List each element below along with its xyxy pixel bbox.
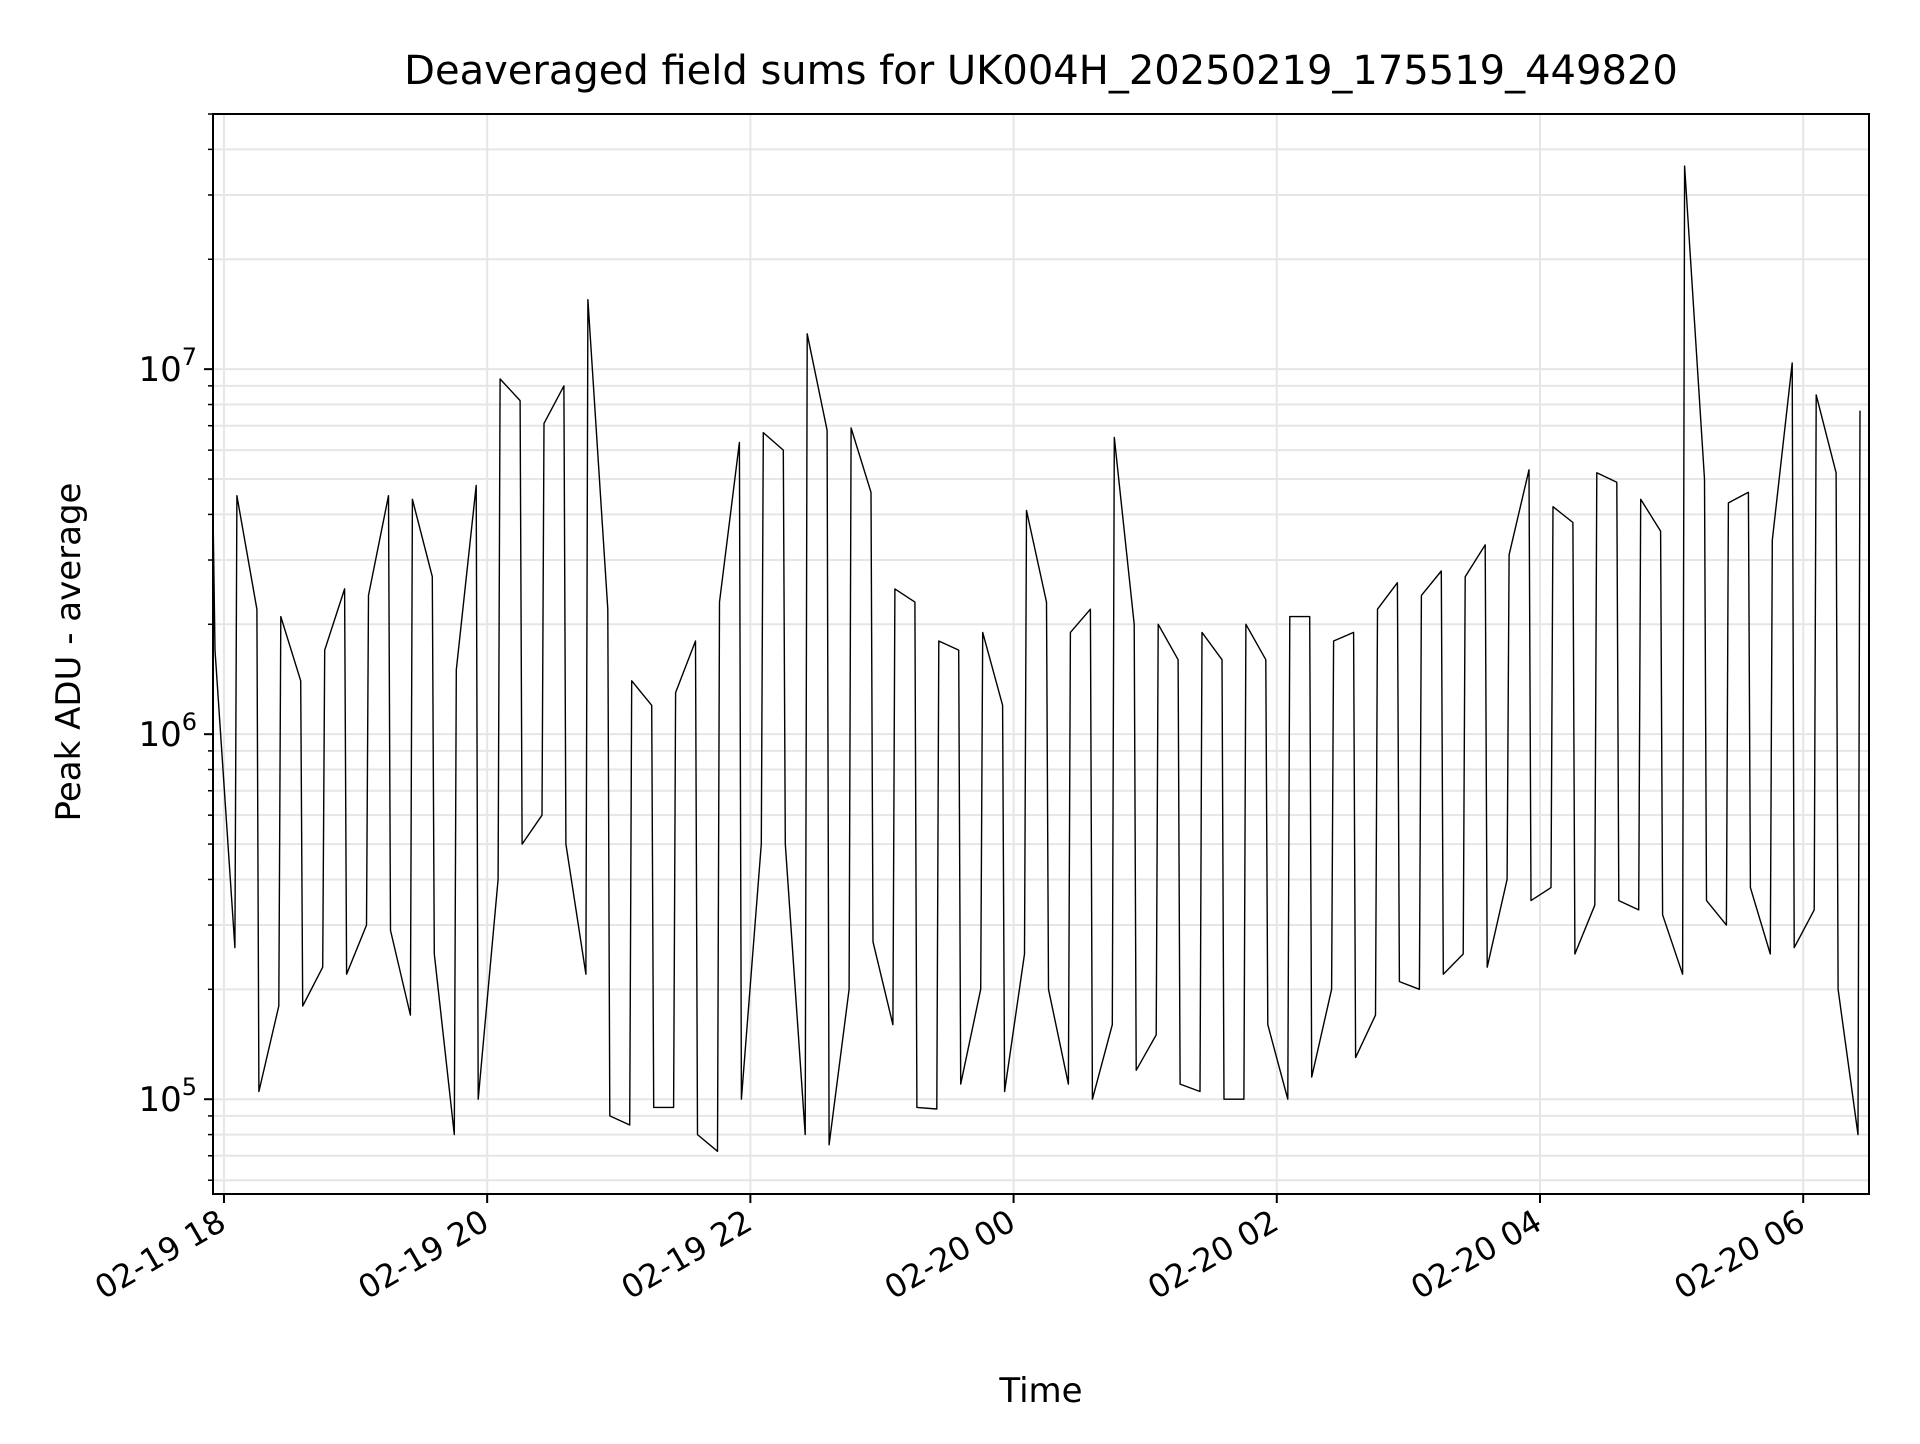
y-tick-label: 105 [138,1073,197,1120]
y-tick-base: 10 [138,1080,181,1120]
data-series [212,165,1861,1152]
y-tick-exponent: 7 [182,343,197,371]
y-tick-label: 106 [138,708,197,755]
grid [213,113,1869,1194]
y-tick-exponent: 6 [182,708,197,736]
y-axis-label: Peak ADU - average [49,483,89,822]
plot-frame [212,113,1870,1195]
series-line [212,165,1861,1152]
y-tick-exponent: 5 [182,1073,197,1101]
y-tick-base: 10 [138,715,181,755]
chart-title: Deaveraged field sums for UK004H_2025021… [404,48,1678,94]
x-axis-label: Time [998,1371,1082,1411]
y-tick-label: 107 [138,343,197,390]
y-tick-base: 10 [138,350,181,390]
